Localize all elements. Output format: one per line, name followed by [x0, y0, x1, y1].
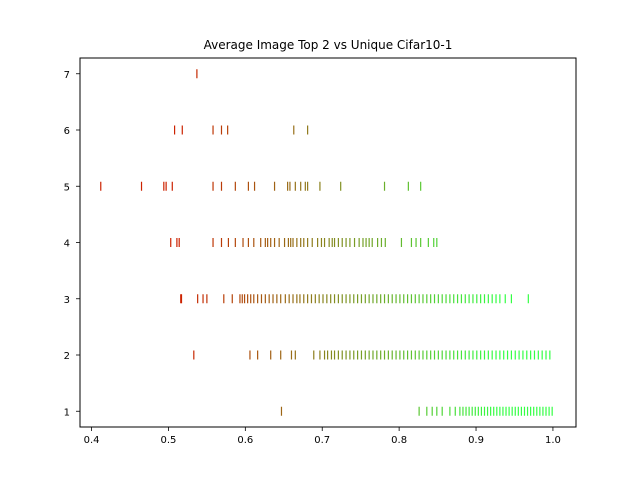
y-tick-label-5: 6 [64, 126, 70, 137]
x-tick-label-1: 0.5 [160, 435, 176, 446]
x-axis: 0.4 0.5 0.6 0.7 0.8 0.9 1.0 [84, 427, 561, 446]
x-tick-label-0: 0.4 [84, 435, 100, 446]
chart-title: Average Image Top 2 vs Unique Cifar10-1 [204, 38, 453, 52]
y-tick-label-1: 2 [64, 351, 70, 362]
y-tick-label-2: 3 [64, 295, 70, 306]
x-tick-label-2: 0.6 [237, 435, 253, 446]
y-tick-label-3: 4 [64, 239, 70, 250]
x-tick-label-3: 0.7 [314, 435, 330, 446]
y-tick-label-4: 5 [64, 182, 70, 193]
x-tick-label-5: 0.9 [468, 435, 484, 446]
x-tick-label-6: 1.0 [545, 435, 561, 446]
y-tick-label-0: 1 [64, 407, 70, 418]
x-tick-label-4: 0.8 [391, 435, 407, 446]
data-marks [100, 69, 553, 416]
y-axis: 1 2 3 4 5 6 7 [64, 70, 80, 418]
y-tick-label-6: 7 [64, 70, 70, 81]
